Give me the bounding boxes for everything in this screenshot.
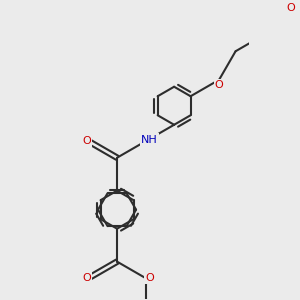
Text: O: O — [82, 273, 91, 283]
Text: O: O — [215, 80, 224, 90]
Text: O: O — [82, 136, 91, 146]
Text: O: O — [145, 273, 154, 283]
Text: O: O — [287, 3, 296, 13]
Text: NH: NH — [141, 135, 158, 145]
